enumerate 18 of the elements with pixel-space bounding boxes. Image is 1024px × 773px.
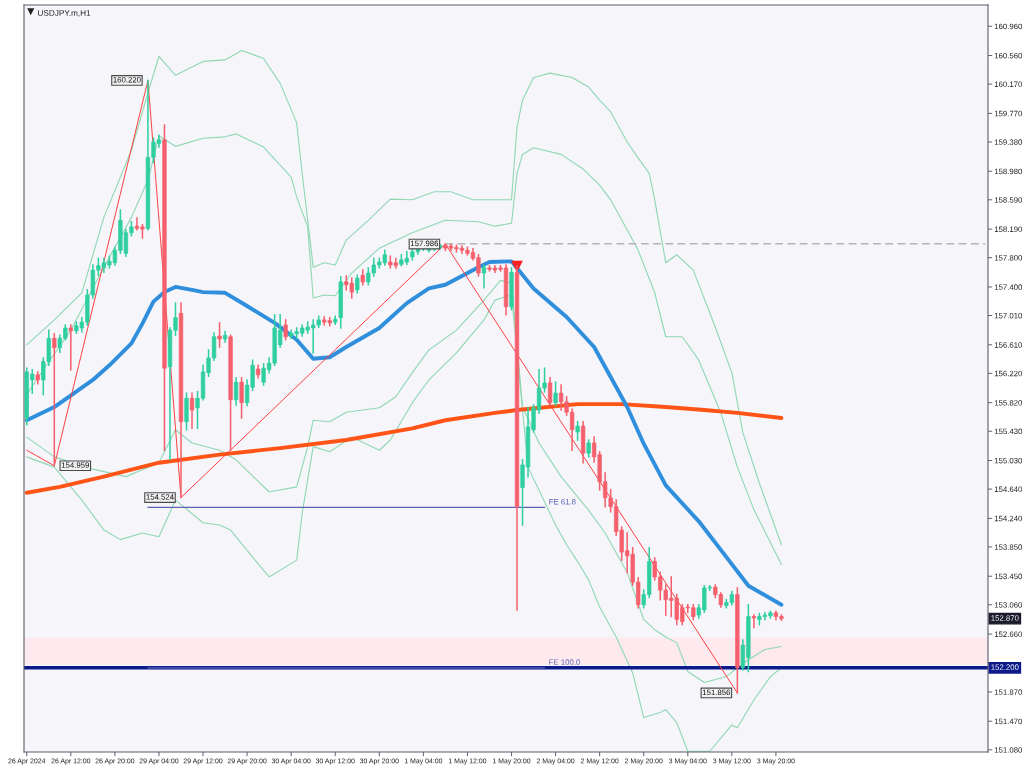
candlestick bbox=[189, 392, 195, 430]
candlestick bbox=[239, 377, 244, 419]
line-series bbox=[24, 402, 784, 495]
candlestick bbox=[333, 315, 338, 326]
line-series bbox=[24, 259, 784, 607]
candlestick bbox=[751, 614, 757, 629]
candlestick bbox=[575, 420, 580, 441]
candlestick bbox=[217, 322, 222, 348]
candlestick bbox=[481, 264, 487, 289]
candlestick bbox=[52, 333, 57, 467]
candlestick bbox=[233, 377, 239, 406]
text: USDJPY.m,H1 bbox=[38, 10, 91, 17]
candlestick bbox=[547, 377, 553, 406]
candlestick bbox=[553, 381, 558, 407]
candlestick bbox=[184, 392, 189, 431]
candlestick bbox=[283, 319, 288, 341]
candlestick bbox=[68, 324, 73, 371]
candlestick bbox=[360, 269, 365, 286]
